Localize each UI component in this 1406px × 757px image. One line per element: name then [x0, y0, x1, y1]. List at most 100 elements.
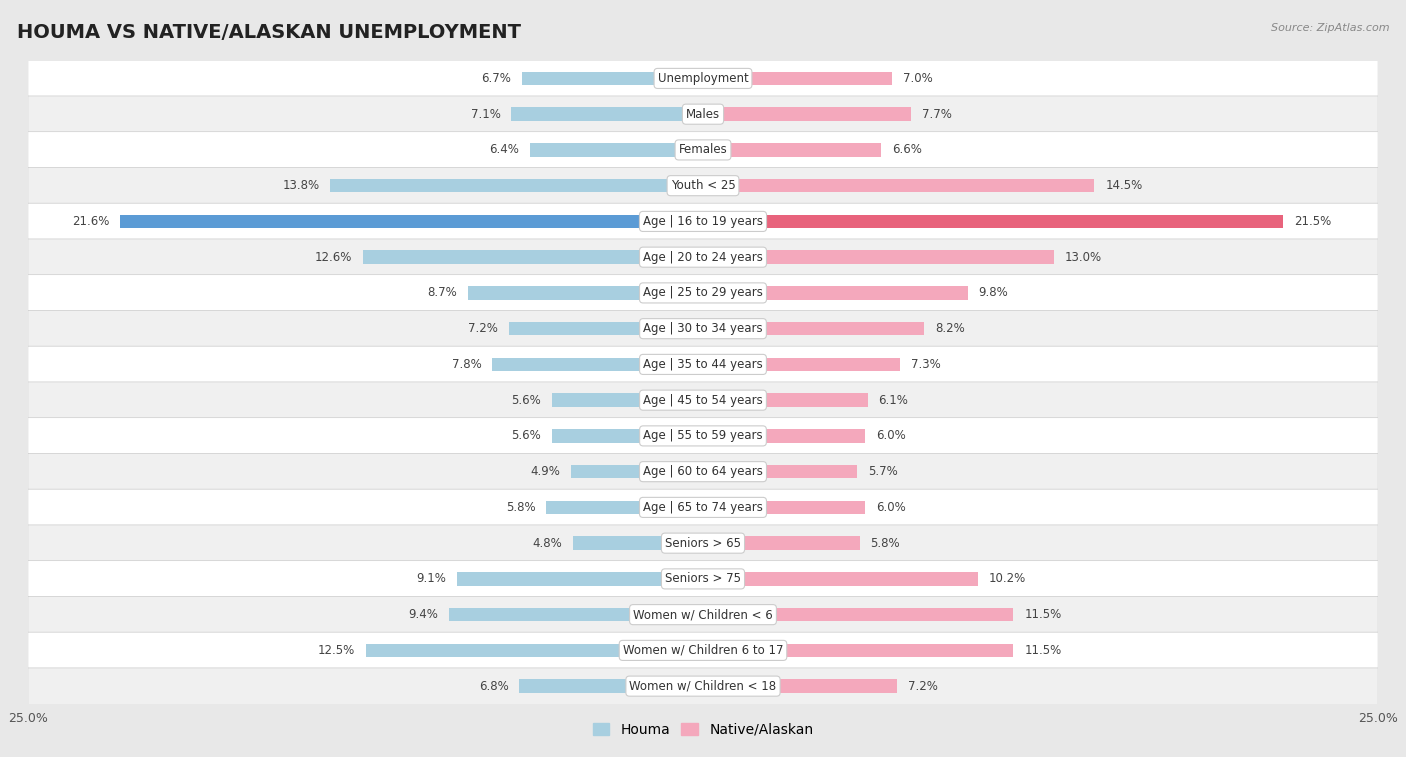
- Text: 14.5%: 14.5%: [1105, 179, 1143, 192]
- Text: Seniors > 65: Seniors > 65: [665, 537, 741, 550]
- Text: Age | 55 to 59 years: Age | 55 to 59 years: [643, 429, 763, 442]
- Text: HOUMA VS NATIVE/ALASKAN UNEMPLOYMENT: HOUMA VS NATIVE/ALASKAN UNEMPLOYMENT: [17, 23, 520, 42]
- Text: Females: Females: [679, 143, 727, 157]
- Bar: [703, 107, 911, 121]
- Text: 21.5%: 21.5%: [1294, 215, 1331, 228]
- Text: 5.7%: 5.7%: [868, 465, 897, 478]
- FancyBboxPatch shape: [28, 132, 1378, 168]
- Bar: [450, 608, 703, 621]
- Text: 7.8%: 7.8%: [451, 358, 482, 371]
- Text: Women w/ Children < 18: Women w/ Children < 18: [630, 680, 776, 693]
- Bar: [120, 215, 703, 228]
- FancyBboxPatch shape: [28, 489, 1378, 525]
- Bar: [457, 572, 703, 586]
- Bar: [703, 143, 882, 157]
- Text: Source: ZipAtlas.com: Source: ZipAtlas.com: [1271, 23, 1389, 33]
- Text: Women w/ Children 6 to 17: Women w/ Children 6 to 17: [623, 644, 783, 657]
- Bar: [703, 679, 897, 693]
- Text: Women w/ Children < 6: Women w/ Children < 6: [633, 608, 773, 621]
- Bar: [703, 643, 1014, 657]
- FancyBboxPatch shape: [28, 167, 1378, 204]
- FancyBboxPatch shape: [28, 239, 1378, 276]
- FancyBboxPatch shape: [28, 203, 1378, 240]
- Bar: [703, 465, 856, 478]
- Text: 5.8%: 5.8%: [870, 537, 900, 550]
- Text: 6.4%: 6.4%: [489, 143, 519, 157]
- Legend: Houma, Native/Alaskan: Houma, Native/Alaskan: [588, 717, 818, 742]
- Bar: [509, 322, 703, 335]
- Bar: [366, 643, 703, 657]
- Text: 9.8%: 9.8%: [979, 286, 1008, 300]
- Bar: [703, 537, 859, 550]
- Bar: [703, 500, 865, 514]
- Text: 12.5%: 12.5%: [318, 644, 354, 657]
- Text: 13.0%: 13.0%: [1064, 251, 1102, 263]
- Text: 5.6%: 5.6%: [512, 429, 541, 442]
- Text: 7.2%: 7.2%: [468, 322, 498, 335]
- Text: Age | 30 to 34 years: Age | 30 to 34 years: [643, 322, 763, 335]
- Text: 7.3%: 7.3%: [911, 358, 941, 371]
- Text: 6.8%: 6.8%: [479, 680, 509, 693]
- Bar: [703, 215, 1284, 228]
- FancyBboxPatch shape: [28, 418, 1378, 454]
- Bar: [571, 465, 703, 478]
- Text: Age | 25 to 29 years: Age | 25 to 29 years: [643, 286, 763, 300]
- Text: Seniors > 75: Seniors > 75: [665, 572, 741, 585]
- FancyBboxPatch shape: [28, 525, 1378, 562]
- Bar: [703, 322, 924, 335]
- Text: Youth < 25: Youth < 25: [671, 179, 735, 192]
- Text: Age | 60 to 64 years: Age | 60 to 64 years: [643, 465, 763, 478]
- Text: 5.6%: 5.6%: [512, 394, 541, 407]
- Text: 13.8%: 13.8%: [283, 179, 319, 192]
- Text: 7.1%: 7.1%: [471, 107, 501, 120]
- Text: 10.2%: 10.2%: [990, 572, 1026, 585]
- Bar: [363, 251, 703, 264]
- Text: Age | 45 to 54 years: Age | 45 to 54 years: [643, 394, 763, 407]
- Bar: [574, 537, 703, 550]
- Bar: [547, 500, 703, 514]
- Bar: [703, 429, 865, 443]
- Text: 21.6%: 21.6%: [72, 215, 110, 228]
- Bar: [468, 286, 703, 300]
- Text: 4.9%: 4.9%: [530, 465, 560, 478]
- Text: 12.6%: 12.6%: [315, 251, 352, 263]
- Text: 7.2%: 7.2%: [908, 680, 938, 693]
- Text: 6.7%: 6.7%: [481, 72, 512, 85]
- Bar: [703, 608, 1014, 621]
- Text: 8.7%: 8.7%: [427, 286, 457, 300]
- Bar: [703, 394, 868, 407]
- Text: 6.0%: 6.0%: [876, 501, 905, 514]
- Bar: [703, 286, 967, 300]
- Text: 7.0%: 7.0%: [903, 72, 932, 85]
- Bar: [551, 394, 703, 407]
- Text: Age | 35 to 44 years: Age | 35 to 44 years: [643, 358, 763, 371]
- FancyBboxPatch shape: [28, 346, 1378, 382]
- Text: 6.1%: 6.1%: [879, 394, 908, 407]
- FancyBboxPatch shape: [28, 61, 1378, 97]
- Bar: [330, 179, 703, 192]
- Bar: [703, 357, 900, 371]
- Bar: [530, 143, 703, 157]
- Bar: [551, 429, 703, 443]
- FancyBboxPatch shape: [28, 561, 1378, 597]
- Text: 7.7%: 7.7%: [922, 107, 952, 120]
- FancyBboxPatch shape: [28, 275, 1378, 311]
- Text: 6.0%: 6.0%: [876, 429, 905, 442]
- Text: 5.8%: 5.8%: [506, 501, 536, 514]
- Text: 9.1%: 9.1%: [416, 572, 447, 585]
- FancyBboxPatch shape: [28, 96, 1378, 132]
- Text: 8.2%: 8.2%: [935, 322, 965, 335]
- FancyBboxPatch shape: [28, 453, 1378, 490]
- Bar: [703, 179, 1094, 192]
- FancyBboxPatch shape: [28, 668, 1378, 704]
- Bar: [492, 357, 703, 371]
- Bar: [522, 72, 703, 86]
- Text: 4.8%: 4.8%: [533, 537, 562, 550]
- Text: 11.5%: 11.5%: [1024, 644, 1062, 657]
- Text: 6.6%: 6.6%: [891, 143, 922, 157]
- Text: Males: Males: [686, 107, 720, 120]
- Text: Age | 16 to 19 years: Age | 16 to 19 years: [643, 215, 763, 228]
- Bar: [519, 679, 703, 693]
- FancyBboxPatch shape: [28, 382, 1378, 419]
- Text: Unemployment: Unemployment: [658, 72, 748, 85]
